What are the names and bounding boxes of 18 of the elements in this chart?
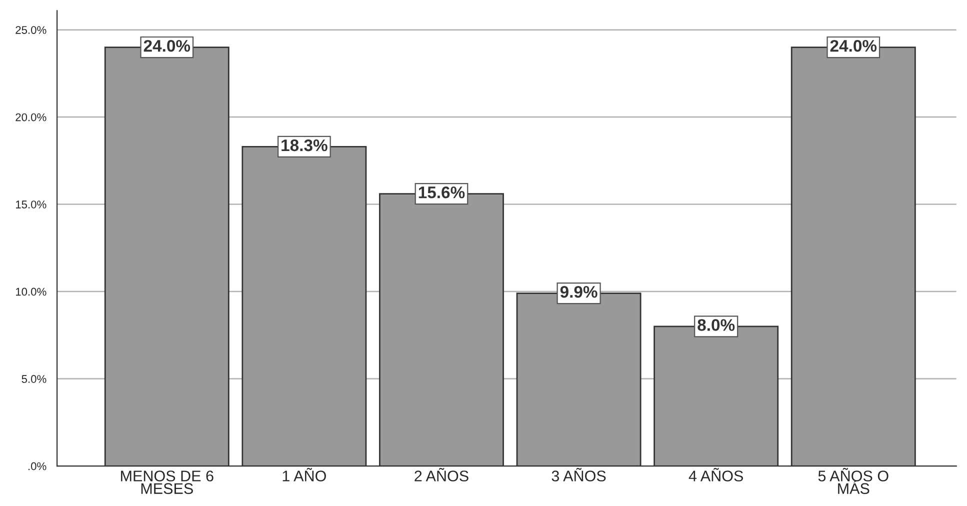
x-tick-label: 2 AÑOS (414, 468, 468, 482)
x-tick-label: 3 AÑOS (552, 468, 606, 482)
data-label: 9.9% (560, 286, 598, 298)
data-label: 15.6% (418, 186, 465, 198)
data-label: 18.3% (282, 139, 328, 152)
x-tick-label: 5 AÑOS O MÁS (818, 468, 888, 494)
data-label: 8.0% (698, 319, 735, 331)
x-tick-label: MENOS DE 6 MESES (121, 470, 214, 494)
y-tick-label: 25.0% (16, 26, 46, 34)
y-tick-label: 5.0% (22, 375, 46, 383)
data-label: 24.0% (144, 40, 190, 52)
y-tick-label: 20.0% (16, 113, 46, 122)
data-label: 24.0% (830, 40, 877, 52)
x-tick-label: 4 AÑOS (688, 468, 743, 482)
y-tick-label: 10.0% (16, 288, 46, 296)
y-tick-label: 15.0% (16, 200, 46, 208)
x-tick-label: 1 AÑO (282, 468, 326, 482)
y-tick-label: .0% (28, 462, 46, 470)
